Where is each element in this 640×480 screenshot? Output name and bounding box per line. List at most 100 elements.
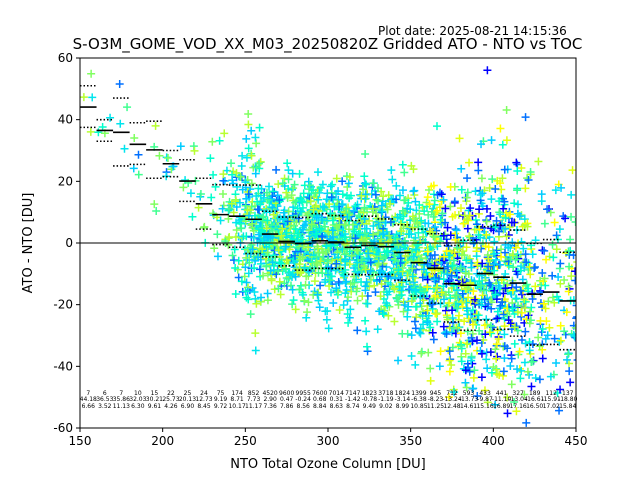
scatter-point: [556, 279, 565, 288]
scatter-point: [363, 342, 372, 351]
scatter-point: [560, 327, 569, 336]
scatter-point: [258, 245, 267, 254]
scatter-point: [325, 200, 334, 209]
scatter-point: [259, 212, 268, 221]
scatter-point: [249, 226, 258, 235]
scatter-point: [423, 259, 432, 268]
bin-stat-label: 4.26: [164, 403, 178, 410]
scatter-point: [391, 233, 400, 242]
scatter-point: [460, 251, 469, 260]
scatter-point: [397, 227, 406, 236]
scatter-point: [502, 106, 511, 115]
scatter-point: [362, 327, 371, 336]
scatter-point: [231, 233, 240, 242]
scatter-point: [583, 227, 591, 235]
scatter-point: [384, 311, 393, 320]
scatter-point: [280, 279, 289, 288]
scatter-point: [116, 119, 125, 128]
scatter-point: [274, 180, 283, 189]
scatter-point: [552, 358, 561, 367]
scatter-point: [251, 133, 260, 142]
scatter-point: [211, 182, 220, 191]
scatter-point: [523, 222, 532, 231]
scatter-point: [251, 346, 260, 355]
scatter-point: [353, 284, 362, 293]
bin-stat-label: -1.19: [378, 396, 394, 403]
scatter-point: [492, 354, 501, 363]
scatter-point: [542, 255, 551, 264]
scatter-point: [572, 301, 576, 310]
bin-stat-label: -3.14: [395, 396, 411, 403]
scatter-point: [244, 144, 253, 153]
scatter-point: [523, 367, 532, 376]
scatter-point: [300, 296, 309, 305]
scatter-point: [513, 307, 522, 316]
scatter-point: [208, 209, 217, 218]
scatter-point: [279, 208, 288, 217]
scatter-point: [287, 281, 295, 290]
scatter-point: [441, 218, 450, 227]
scatter-point: [339, 300, 348, 309]
scatter-point: [403, 329, 412, 338]
scatter-point: [266, 195, 275, 204]
scatter-point: [423, 275, 432, 284]
scatter-point: [379, 310, 388, 319]
scatter-point: [409, 252, 418, 261]
scatter-point: [444, 262, 453, 271]
scatter-point: [445, 356, 454, 365]
scatter-point: [528, 340, 537, 349]
scatter-point: [398, 160, 407, 169]
scatter-point: [441, 290, 450, 299]
scatter-point: [424, 311, 433, 320]
x-tick-label: 250: [234, 434, 257, 448]
scatter-point: [252, 163, 261, 172]
scatter-point: [494, 227, 503, 236]
scatter-point: [573, 316, 576, 318]
scatter-point: [478, 189, 487, 198]
scatter-point: [224, 204, 233, 213]
scatter-point: [474, 230, 483, 239]
scatter-point: [491, 400, 500, 409]
bin-stat-label: -1.42: [345, 396, 361, 403]
scatter-point: [155, 151, 164, 160]
scatter-point: [407, 297, 416, 306]
scatter-point: [445, 347, 454, 356]
scatter-point: [483, 398, 492, 407]
scatter-point: [371, 190, 380, 199]
scatter-point: [472, 310, 481, 319]
scatter-point: [254, 253, 263, 262]
scatter-point: [525, 346, 534, 355]
scatter-point: [459, 219, 468, 228]
scatter-point: [300, 221, 309, 230]
scatter-point: [556, 259, 565, 268]
scatter-point: [320, 222, 329, 231]
scatter-point: [577, 263, 585, 271]
scatter-point: [287, 191, 296, 200]
scatter-point: [363, 299, 372, 308]
scatter-point: [341, 289, 350, 298]
x-tick-label: 450: [565, 434, 588, 448]
scatter-point: [332, 284, 341, 293]
scatter-point: [518, 290, 527, 299]
scatter-point: [469, 440, 477, 448]
scatter-point: [538, 354, 547, 363]
scatter-point: [319, 248, 328, 257]
scatter-point: [274, 267, 283, 276]
bin-stat-label: 9600: [279, 390, 294, 397]
scatter-point: [464, 216, 473, 225]
bin-stat-label: 11.17: [245, 403, 262, 410]
scatter-point: [291, 272, 300, 281]
scatter-point: [340, 271, 349, 280]
scatter-point: [584, 200, 592, 208]
scatter-point: [525, 445, 533, 453]
scatter-point: [426, 323, 435, 332]
scatter-point: [318, 180, 327, 189]
scatter-point: [515, 347, 524, 356]
scatter-point: [233, 182, 242, 191]
scatter-point: [510, 323, 519, 332]
scatter-point: [419, 232, 428, 241]
scatter-point: [428, 228, 437, 237]
scatter-point: [414, 257, 423, 266]
bin-stat-label: 6: [103, 390, 107, 397]
scatter-point: [448, 306, 457, 315]
